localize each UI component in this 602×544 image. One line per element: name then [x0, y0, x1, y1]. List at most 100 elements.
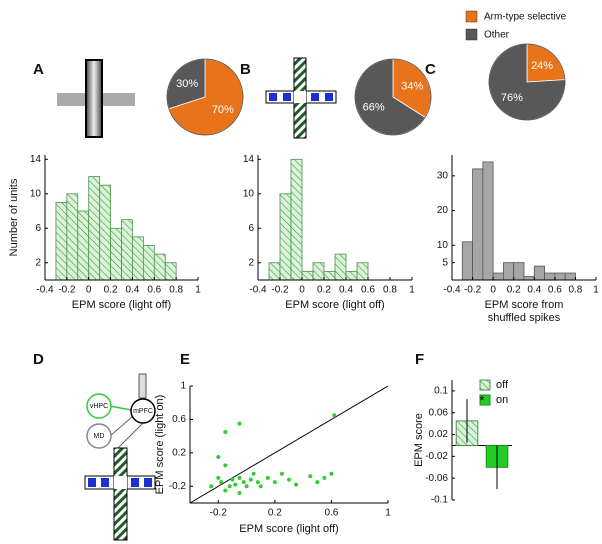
x-axis-label: EPM score from: [485, 299, 564, 311]
panel-label: D: [33, 351, 44, 368]
y-axis-label: EPM score: [413, 413, 425, 467]
scatter-point: [227, 484, 232, 489]
legend-label: off: [496, 379, 509, 391]
scatter-point: [251, 471, 256, 476]
scatter-point: [308, 474, 313, 479]
x-tick-label: -0.4: [36, 285, 54, 296]
y-tick-label: 6: [35, 223, 41, 234]
x-tick-label: 0.6: [324, 508, 338, 519]
histogram-bar: [544, 272, 556, 281]
y-tick-label: 0.2: [172, 447, 186, 458]
maze-icon-a: [57, 59, 135, 138]
legend-swatch: [465, 10, 478, 23]
x-tick-label: 0.2: [104, 285, 118, 296]
y-tick-label: 2: [248, 257, 254, 268]
x-tick-label: 0.4: [527, 285, 541, 296]
panel-label: E: [180, 351, 190, 368]
pie-label: 34%: [401, 80, 423, 92]
scatter-point: [265, 475, 270, 480]
scatter-point: [294, 482, 299, 487]
x-tick-label: 0.2: [317, 285, 331, 296]
x-tick-label: 0.2: [507, 285, 521, 296]
circuit-diagram: [84, 373, 156, 541]
x-tick-label: 0.4: [125, 285, 139, 296]
scatter-point: [223, 488, 228, 493]
histogram-bar: [164, 262, 177, 281]
histogram-bar: [554, 272, 566, 281]
histogram-bar: [492, 272, 504, 281]
pie-label: 76%: [501, 92, 523, 104]
y-tick-label: 0.6: [172, 414, 186, 425]
x-tick-label: -0.2: [464, 285, 482, 296]
x-tick-label: 0.8: [383, 285, 397, 296]
histogram-bar: [312, 262, 325, 281]
scatter-point: [248, 477, 253, 482]
histogram-bar: [55, 202, 68, 281]
x-axis-label: shuffled spikes: [488, 312, 561, 324]
pie-label: 66%: [363, 102, 385, 114]
y-tick-label: 2: [35, 257, 41, 268]
annotation: *: [479, 392, 485, 408]
scatter-point: [258, 484, 263, 489]
histogram-bar: [279, 193, 292, 281]
histogram-bar: [142, 245, 155, 281]
x-tick-label: 0: [86, 285, 92, 296]
legend-swatch: [479, 394, 491, 406]
scatter-point: [230, 477, 235, 482]
pie-label: 70%: [212, 104, 234, 116]
y-tick-label: -0.06: [425, 473, 448, 484]
histogram-bar: [472, 168, 484, 281]
y-tick-label: 0.06: [429, 407, 449, 418]
scatter-point: [237, 421, 242, 426]
legend-swatch: [479, 379, 491, 391]
y-tick-label: 20: [437, 205, 449, 216]
y-axis-label: EPM score (light on): [154, 395, 166, 495]
histogram-bar: [268, 262, 281, 281]
maze-icon-b: [265, 57, 337, 139]
histogram-bar: [99, 184, 111, 281]
x-tick-label: 0.8: [169, 285, 183, 296]
scatter-point: [315, 480, 320, 485]
histogram-bar: [77, 210, 90, 281]
y-tick-label: 30: [437, 170, 449, 181]
histogram-bar: [345, 270, 358, 281]
panel-label: B: [240, 61, 251, 78]
panel-label: F: [415, 351, 424, 368]
node-label: mPFC: [133, 408, 153, 415]
y-tick-label: -0.2: [169, 481, 187, 492]
x-tick-label: 0: [490, 285, 496, 296]
x-tick-label: 0.4: [339, 285, 353, 296]
histogram-bar: [482, 161, 494, 281]
pie-outline: [488, 43, 566, 121]
x-tick-label: 0.6: [361, 285, 375, 296]
histogram-bar: [334, 253, 347, 281]
panel-label: C: [425, 61, 436, 78]
scatter-point: [237, 475, 242, 480]
x-tick-label: -0.2: [210, 508, 228, 519]
scatter-point: [216, 475, 221, 480]
y-tick-label: 5: [442, 257, 448, 268]
y-tick-label: 14: [30, 154, 42, 165]
identity-line: [189, 385, 389, 504]
x-tick-label: 0.6: [147, 285, 161, 296]
histogram-bar: [356, 262, 369, 281]
histogram-bar: [533, 265, 545, 281]
node-label: MD: [94, 433, 105, 440]
y-tick-label: 14: [243, 154, 255, 165]
legend-label: Other: [484, 30, 510, 41]
histogram-bar: [66, 193, 79, 281]
legend-swatch: [465, 28, 478, 41]
scatter-point: [223, 429, 228, 434]
histogram-bar: [513, 262, 525, 281]
x-tick-label: 0.2: [268, 508, 282, 519]
scatter-point: [287, 477, 291, 482]
histogram-bar: [503, 262, 515, 281]
histogram-bar: [564, 272, 576, 281]
scatter-point: [255, 480, 260, 485]
x-tick-label: -0.4: [443, 285, 461, 296]
y-tick-label: 10: [437, 240, 449, 251]
y-tick-label: 10: [30, 188, 42, 199]
scatter-point: [237, 490, 242, 495]
histogram-bar: [290, 158, 303, 281]
